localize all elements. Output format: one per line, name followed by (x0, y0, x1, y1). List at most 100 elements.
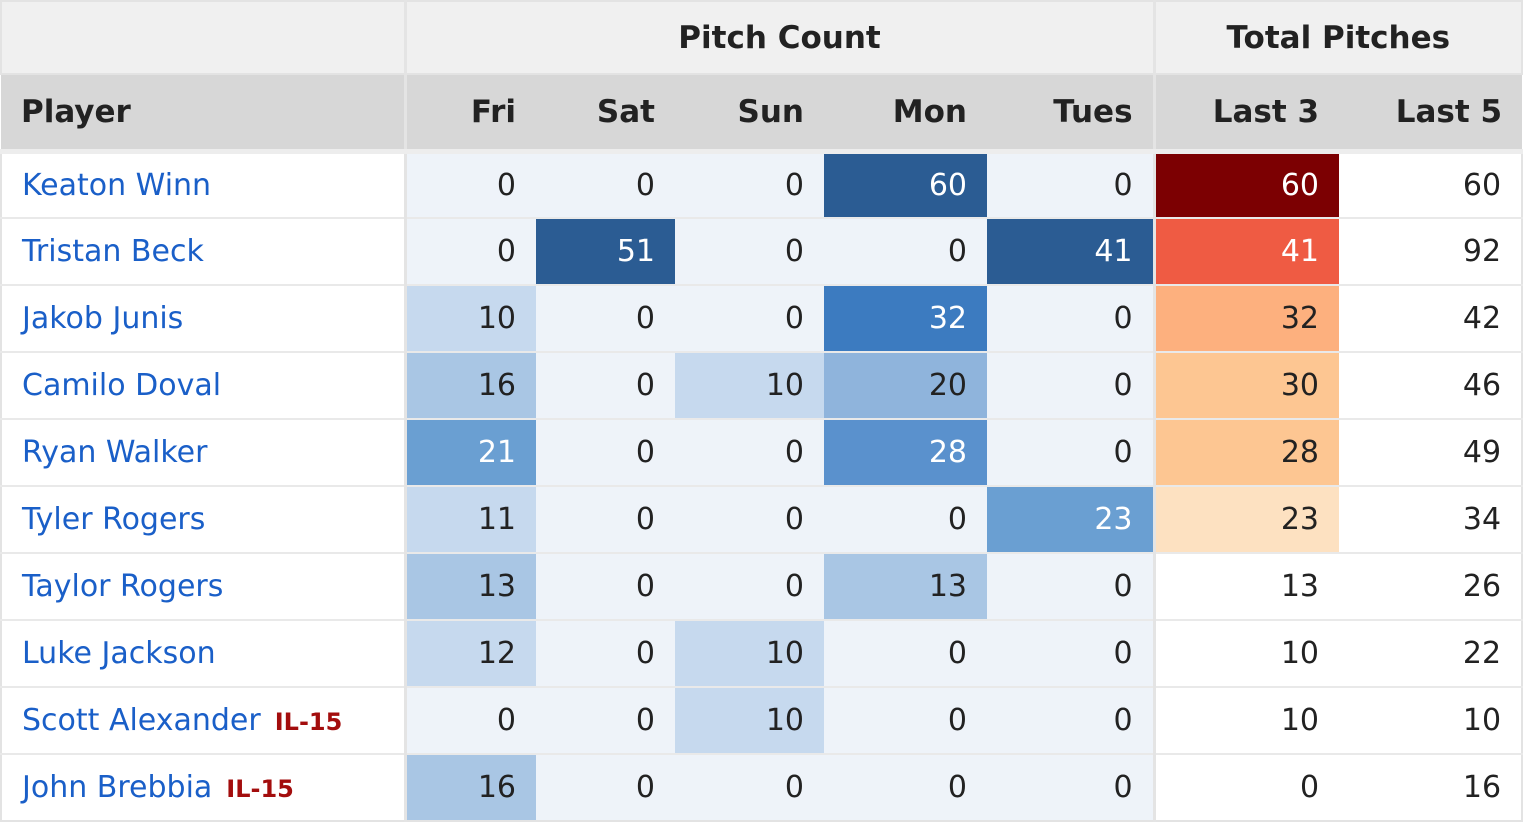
player-link[interactable]: Taylor Rogers (22, 569, 224, 604)
total-last-5-cell: 49 (1339, 419, 1523, 487)
pitch-count-cell-tues: 41 (987, 218, 1155, 286)
table-row: John Brebbia IL-15 16 0 0 0 0 0 16 (0, 754, 1523, 822)
column-header-tues[interactable]: Tues (987, 74, 1155, 154)
total-last-5-cell: 42 (1339, 285, 1523, 353)
column-header-sat[interactable]: Sat (536, 74, 675, 154)
pitch-count-cell-fri: 11 (403, 486, 536, 554)
player-link[interactable]: John Brebbia (22, 770, 213, 805)
pitch-count-cell-sun: 0 (675, 285, 824, 353)
group-header-pitch-count: Pitch Count (403, 0, 1156, 75)
total-last-5-cell: 10 (1339, 687, 1523, 755)
player-link[interactable]: Ryan Walker (22, 435, 208, 470)
total-last-5-cell: 92 (1339, 218, 1523, 286)
pitch-count-cell-sat: 0 (536, 754, 675, 822)
column-header-last-5[interactable]: Last 5 (1339, 74, 1523, 154)
pitch-count-cell-mon: 0 (824, 218, 987, 286)
table-row: Luke Jackson 12 0 10 0 0 10 22 (0, 620, 1523, 688)
player-cell: Tyler Rogers (0, 486, 405, 554)
total-last-5-cell: 22 (1339, 620, 1523, 688)
player-cell: Luke Jackson (0, 620, 405, 688)
pitch-count-cell-fri: 10 (403, 285, 536, 353)
pitch-count-cell-sat: 0 (536, 151, 675, 219)
player-link[interactable]: Keaton Winn (22, 167, 212, 203)
pitch-count-cell-sun: 0 (675, 151, 824, 219)
total-last-3-cell: 32 (1152, 285, 1340, 353)
pitch-count-cell-mon: 13 (824, 553, 987, 621)
pitch-count-cell-sun: 0 (675, 486, 824, 554)
total-last-3-cell: 23 (1152, 486, 1340, 554)
pitch-count-cell-mon: 0 (824, 687, 987, 755)
total-last-3-cell: 0 (1152, 754, 1340, 822)
pitch-count-cell-tues: 0 (987, 754, 1155, 822)
player-cell: Camilo Doval (0, 352, 405, 420)
total-last-3-cell: 60 (1152, 151, 1340, 219)
table-row: Ryan Walker 21 0 0 28 0 28 49 (0, 419, 1523, 487)
pitch-count-cell-sat: 0 (536, 352, 675, 420)
group-header-row: Pitch Count Total Pitches (0, 0, 1523, 75)
column-header-row: Player Fri Sat Sun Mon Tues Last 3 Last … (1, 74, 1523, 154)
table-row: Taylor Rogers 13 0 0 13 0 13 26 (0, 553, 1523, 621)
pitch-count-cell-fri: 0 (403, 218, 536, 286)
column-header-fri[interactable]: Fri (403, 74, 536, 154)
pitch-count-cell-tues: 0 (987, 553, 1155, 621)
pitch-count-cell-sun: 10 (675, 687, 824, 755)
player-link[interactable]: Scott Alexander (22, 703, 261, 738)
table-body: Keaton Winn 0 0 0 60 0 60 60 Tristan Beck 0 51 0 0 41… (0, 151, 1523, 822)
player-cell: Tristan Beck (0, 218, 405, 286)
injury-badge: IL-15 (226, 775, 294, 803)
pitch-count-cell-sun: 0 (675, 553, 824, 621)
table-row: Jakob Junis 10 0 0 32 0 32 42 (0, 285, 1523, 353)
pitch-count-cell-fri: 0 (403, 687, 536, 755)
total-last-3-cell: 10 (1152, 620, 1340, 688)
table-row: Tristan Beck 0 51 0 0 41 41 92 (0, 218, 1523, 286)
player-link[interactable]: Tristan Beck (22, 234, 204, 269)
pitch-count-cell-fri: 16 (403, 754, 536, 822)
pitch-count-cell-fri: 12 (403, 620, 536, 688)
player-link[interactable]: Tyler Rogers (22, 502, 206, 537)
player-link[interactable]: Jakob Junis (22, 301, 184, 336)
pitch-count-cell-sun: 0 (675, 754, 824, 822)
player-cell: Keaton Winn (0, 151, 405, 219)
column-header-sun[interactable]: Sun (675, 74, 824, 154)
column-header-mon[interactable]: Mon (824, 74, 987, 154)
table-row: Scott Alexander IL-15 0 0 10 0 0 10 10 (0, 687, 1523, 755)
total-last-5-cell: 26 (1339, 553, 1523, 621)
column-header-player[interactable]: Player (1, 74, 405, 154)
pitch-count-cell-tues: 0 (987, 285, 1155, 353)
player-cell: John Brebbia IL-15 (0, 754, 405, 822)
pitch-count-cell-fri: 13 (403, 553, 536, 621)
pitch-count-cell-sun: 0 (675, 218, 824, 286)
pitch-count-cell-sat: 0 (536, 285, 675, 353)
pitch-count-cell-mon: 0 (824, 486, 987, 554)
pitch-count-cell-mon: 0 (824, 754, 987, 822)
total-last-3-cell: 30 (1152, 352, 1340, 420)
total-last-5-cell: 16 (1339, 754, 1523, 822)
group-header-blank (0, 0, 406, 75)
pitch-count-cell-sat: 0 (536, 687, 675, 755)
pitch-count-cell-sat: 0 (536, 419, 675, 487)
column-header-last-3[interactable]: Last 3 (1152, 74, 1340, 154)
table-row: Camilo Doval 16 0 10 20 0 30 46 (0, 352, 1523, 420)
total-last-5-cell: 34 (1339, 486, 1523, 554)
pitch-count-cell-mon: 28 (824, 419, 987, 487)
pitch-count-cell-sat: 51 (536, 218, 675, 286)
pitch-count-cell-sun: 10 (675, 352, 824, 420)
pitch-count-cell-sun: 10 (675, 620, 824, 688)
pitch-count-cell-fri: 0 (403, 151, 536, 219)
player-cell: Jakob Junis (0, 285, 405, 353)
player-link[interactable]: Luke Jackson (22, 636, 216, 671)
total-last-3-cell: 13 (1152, 553, 1340, 621)
player-cell: Scott Alexander IL-15 (0, 687, 405, 755)
pitch-count-cell-tues: 0 (987, 687, 1155, 755)
pitch-count-cell-tues: 0 (987, 419, 1155, 487)
pitch-count-cell-tues: 0 (987, 620, 1155, 688)
player-link[interactable]: Camilo Doval (22, 368, 222, 403)
pitch-count-cell-tues: 0 (987, 151, 1155, 219)
injury-badge: IL-15 (274, 708, 343, 736)
player-cell: Ryan Walker (0, 419, 405, 487)
pitch-count-cell-mon: 0 (824, 620, 987, 688)
group-header-total-pitches: Total Pitches (1152, 0, 1523, 75)
pitch-count-cell-mon: 32 (824, 285, 987, 353)
pitch-count-cell-sat: 0 (536, 486, 675, 554)
